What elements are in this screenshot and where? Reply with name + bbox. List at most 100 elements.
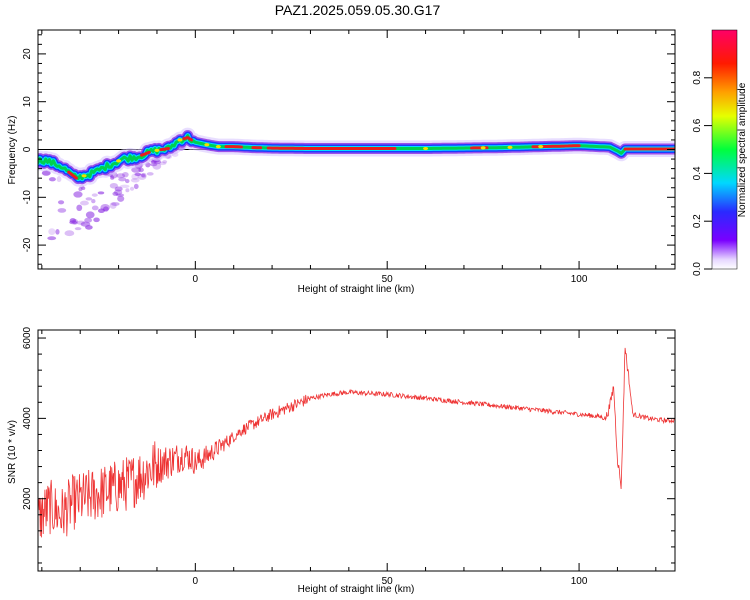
bottom-x-axis-title: Height of straight line (km): [298, 584, 415, 595]
spectrogram-speckle: [85, 197, 93, 201]
spectrogram-plot: 0 50 100 -20 -10 0 10 20 Height of straight lin…: [7, 29, 676, 295]
y-tick-label: 4000: [22, 407, 33, 430]
y-tick-label: 6000: [22, 326, 33, 349]
spectrogram-speckle: [118, 177, 127, 182]
x-tick-label: 100: [571, 576, 588, 587]
spectrogram-speckle: [80, 200, 89, 206]
colorbar-tick-label: 0.8: [692, 70, 703, 84]
spectrogram-speckle: [81, 186, 86, 191]
spectrogram-speckle: [91, 198, 96, 204]
spectrogram-speckle: [55, 229, 60, 235]
spectrogram-speckle: [97, 191, 105, 195]
spectrogram-speckle: [133, 183, 139, 190]
spectrogram-speckle: [140, 173, 146, 178]
colorbar-tick-label: 0.6: [692, 118, 703, 132]
high-amplitude-segment: [140, 150, 151, 157]
spectrogram-speckle: [110, 175, 115, 180]
colorbar-tick-label: 0.0: [692, 262, 703, 276]
ridge-highlight: [507, 145, 513, 149]
high-amplitude-segment: [182, 135, 193, 142]
y-tick-label: 2000: [22, 487, 33, 510]
top-x-axis-title: Height of straight line (km): [298, 284, 415, 295]
colorbar-tick-label: 0.4: [692, 166, 703, 180]
ridge-highlight: [81, 174, 87, 178]
colorbar-tick-label: 0.2: [692, 214, 703, 228]
ridge-highlight: [154, 148, 160, 152]
ridge-highlight: [423, 146, 429, 151]
spectrogram-speckle: [84, 217, 93, 223]
spectrogram-speckle: [91, 193, 98, 197]
colorbar-title: Normalized spectral amplitude: [737, 82, 748, 217]
spectrogram-speckle: [80, 221, 91, 227]
high-amplitude-segment: [159, 147, 170, 152]
colorbar-gradient: [711, 29, 738, 270]
spectrogram-speckle: [64, 230, 75, 237]
spectrogram-speckle: [162, 160, 168, 164]
high-amplitude-segment: [67, 170, 78, 180]
ridge-highlight: [177, 138, 183, 142]
spectrogram-axes: 0 50 100 -20 -10 0 10 20: [22, 30, 675, 285]
spectrogram-speckle: [91, 205, 99, 211]
snr-data: [38, 347, 675, 538]
ridge-highlight: [480, 146, 486, 150]
spectrogram-speckle: [57, 208, 67, 213]
snr-line: [38, 347, 675, 538]
y-tick-label: 10: [22, 96, 33, 108]
spectrogram-speckle: [131, 173, 139, 180]
spectrogram-speckle: [69, 220, 78, 225]
spectrogram-speckle: [48, 228, 56, 236]
spectrogram-speckle: [74, 227, 82, 231]
snr-axes: 0 50 100 2000 4000 6000: [22, 326, 675, 587]
spectrogram-speckle: [112, 191, 119, 196]
spectrogram-speckle: [100, 204, 110, 211]
colorbar-ticks: 0.0 0.2 0.4 0.6 0.8: [692, 70, 712, 276]
chart-title: PAZ1.2025.059.05.30.G17: [274, 2, 441, 18]
spectrogram-speckle: [138, 167, 144, 173]
bottom-y-axis-title: SNR (10 * v/v): [7, 420, 18, 484]
spectrogram-speckle: [76, 204, 83, 212]
snr-plot: 0 50 100 2000 4000 6000 Height of straight li…: [7, 326, 676, 595]
high-amplitude-segment: [266, 146, 397, 150]
x-tick-label: 50: [382, 576, 394, 587]
spectrogram-speckle: [117, 195, 125, 202]
spectrogram-speckle: [85, 211, 95, 219]
spectrogram-speckle: [48, 177, 56, 182]
spectrogram-speckle: [152, 162, 162, 170]
top-y-axis-title: Frequency (Hz): [7, 116, 18, 185]
spectrogram-speckle: [130, 178, 140, 183]
spectrogram-speckle: [141, 172, 147, 178]
spectrogram-speckle: [146, 172, 154, 176]
spectrogram-speckle: [150, 160, 157, 164]
spectrogram-speckle: [134, 172, 142, 176]
y-tick-label: 0: [22, 146, 33, 152]
y-tick-label: -20: [22, 237, 33, 252]
y-tick-label: 20: [22, 48, 33, 60]
ridge-highlight: [538, 145, 544, 149]
y-tick-label: -10: [22, 190, 33, 205]
colorbar: 0.0 0.2 0.4 0.6 0.8 Normalized spectral ampl…: [692, 29, 748, 276]
spectrogram-speckle: [57, 200, 65, 205]
spectrogram-speckle: [125, 179, 130, 184]
spectrogram-speckle: [149, 162, 158, 167]
spectrogram-speckle: [111, 202, 120, 206]
spectrogram-speckle: [158, 161, 167, 166]
x-tick-label: 50: [382, 274, 394, 285]
spectrogram-speckle: [109, 202, 117, 209]
spectrogram-speckle: [47, 236, 57, 241]
spectrogram-data: [38, 127, 675, 241]
x-tick-label: 0: [193, 274, 199, 285]
ridge-highlight: [215, 145, 221, 149]
spectrogram-speckle: [119, 184, 130, 189]
spectrogram-speckle: [129, 186, 135, 191]
x-tick-label: 100: [571, 274, 588, 285]
ridge-highlight: [116, 159, 122, 163]
x-tick-label: 0: [193, 576, 199, 587]
spectrogram-speckle: [56, 176, 62, 183]
spectrogram-speckle: [125, 188, 130, 193]
snr-frame: [37, 329, 676, 572]
ridge-highlight: [204, 143, 210, 147]
spectrogram-speckle: [114, 186, 123, 192]
spectrogram-speckle: [122, 171, 129, 178]
spectrogram-speckle: [109, 182, 118, 189]
